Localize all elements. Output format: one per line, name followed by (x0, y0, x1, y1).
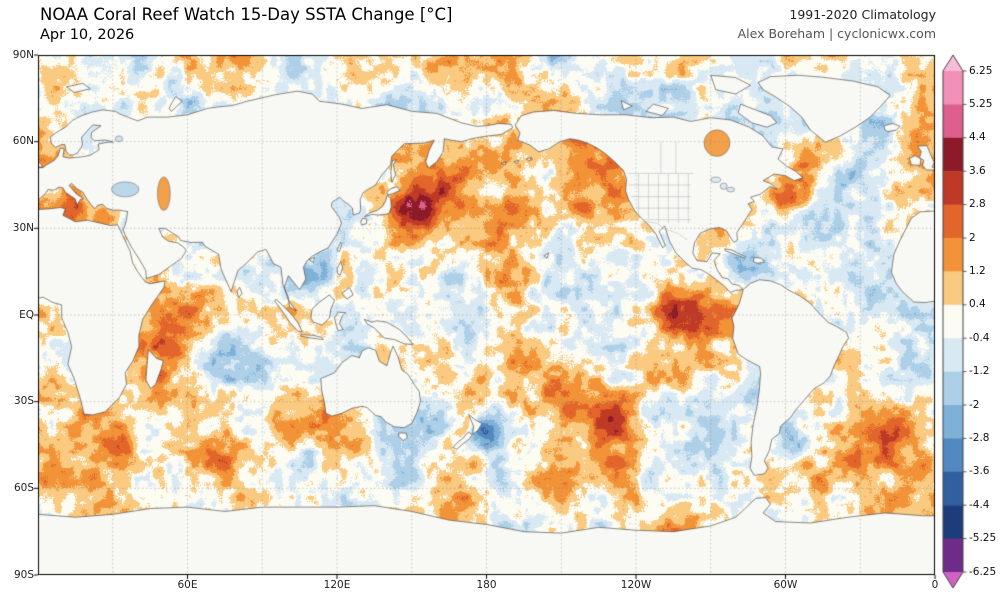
climatology-label: 1991-2020 Climatology (789, 7, 936, 22)
colorbar-tick-label-6.25: 6.25 (969, 64, 993, 77)
colorbar-tick-label--3.6: -3.6 (969, 465, 990, 478)
colorbar-tick-label--4.4: -4.4 (969, 498, 990, 511)
colorbar-tick-label--6.25: -6.25 (969, 565, 997, 578)
figure-date: Apr 10, 2026 (40, 27, 135, 43)
attribution-label: Alex Boreham | cyclonicwx.com (737, 26, 936, 41)
lat-tick-label-EQ: EQ (19, 308, 34, 321)
colorbar-tick-label-2.8: 2.8 (969, 198, 986, 211)
figure-title: NOAA Coral Reef Watch 15-Day SSTA Change… (40, 5, 453, 24)
lon-tick-label-180: 180 (476, 579, 497, 591)
lat-tick-label-90N: 90N (12, 48, 34, 61)
colorbar-tick-label--0.4: -0.4 (969, 331, 990, 344)
colorbar-tick-label-5.25: 5.25 (969, 97, 993, 110)
lat-tick-label-90S: 90S (13, 568, 34, 581)
lat-tick-label-30S: 30S (13, 395, 34, 408)
lon-tick-label-120E: 120E (323, 579, 351, 591)
lat-tick-label-60S: 60S (13, 481, 34, 494)
lon-tick-label-0: 0 (931, 579, 939, 591)
colorbar-tick-label--2.8: -2.8 (969, 431, 990, 444)
lon-tick-label-120W: 120W (620, 579, 652, 591)
colorbar-tick-label-2: 2 (969, 231, 976, 244)
colorbar-tick-label--5.25: -5.25 (969, 532, 997, 545)
colorbar-tick-label--2: -2 (969, 398, 980, 411)
lon-tick-label-60E: 60E (177, 579, 198, 591)
colorbar-tick-label-3.6: 3.6 (969, 164, 986, 177)
lat-tick-label-60N: 60N (12, 135, 34, 148)
colorbar-tick-label-0.4: 0.4 (969, 298, 986, 311)
colorbar-tick-label-4.4: 4.4 (969, 131, 986, 144)
lon-tick-label-60W: 60W (773, 579, 798, 591)
colorbar-tick-label--1.2: -1.2 (969, 365, 990, 378)
colorbar-tick-label-1.2: 1.2 (969, 264, 986, 277)
lat-tick-label-30N: 30N (12, 221, 34, 234)
